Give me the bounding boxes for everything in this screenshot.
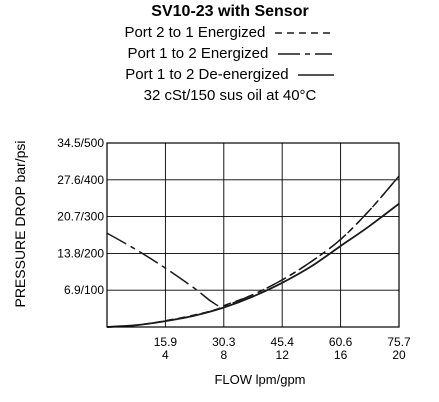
y-tick-label: 13.8/200 [57, 246, 104, 260]
chart-title: SV10-23 with Sensor [151, 3, 309, 20]
tick-label-layer: 6.9/100 13.8/200 20.7/300 27.6/400 34.5/500 1… [57, 136, 411, 362]
x-tick-label-gpm: 16 [334, 348, 348, 362]
grid-layer [107, 143, 399, 327]
x-tick-label-gpm: 8 [220, 348, 227, 362]
series-line-dashed [106, 175, 400, 328]
legend-swatch-solid [297, 74, 334, 76]
y-tick-label: 6.9/100 [64, 283, 104, 297]
series-line-solid [106, 202, 400, 328]
series-line-dash-dot [106, 175, 400, 307]
legend-entry-port-1-to-2-de-energized: Port 1 to 2 De-energized [80, 64, 380, 85]
legend-label-port-2-to-1-energized: Port 2 to 1 Energized [124, 24, 266, 41]
legend-swatch-dash-dot [277, 53, 332, 55]
x-tick-label-gpm: 4 [162, 348, 169, 362]
y-tick-label: 27.6/400 [57, 173, 104, 187]
plot-frame [106, 142, 400, 328]
legend-swatch-dashed [274, 32, 335, 34]
x-axis-label: FLOW lpm/gpm [214, 372, 306, 387]
y-tick-label: 20.7/300 [57, 210, 104, 224]
x-tick-label-lpm: 60.6 [329, 335, 353, 349]
legend-label-port-1-to-2-energized: Port 1 to 2 Energized [127, 45, 269, 62]
x-tick-label-lpm: 75.7 [387, 335, 411, 349]
chart-header: SV10-23 with Sensor Port 2 to 1 Energize… [80, 2, 380, 106]
x-tick-label-lpm: 15.9 [154, 335, 178, 349]
legend-label-port-1-to-2-de-energized: Port 1 to 2 De-energized [125, 66, 289, 83]
legend-entry-port-2-to-1-energized: Port 2 to 1 Energized [80, 22, 380, 43]
x-tick-label-gpm: 20 [392, 348, 406, 362]
chart-subtitle: 32 cSt/150 sus oil at 40°C [143, 87, 317, 104]
y-tick-label: 34.5/500 [57, 136, 104, 150]
x-tick-label-lpm: 45.4 [271, 335, 295, 349]
x-tick-label-gpm: 12 [276, 348, 290, 362]
x-tick-label-lpm: 30.3 [212, 335, 236, 349]
series-layer [106, 175, 400, 328]
legend-entry-port-1-to-2-energized: Port 1 to 2 Energized [80, 43, 380, 64]
